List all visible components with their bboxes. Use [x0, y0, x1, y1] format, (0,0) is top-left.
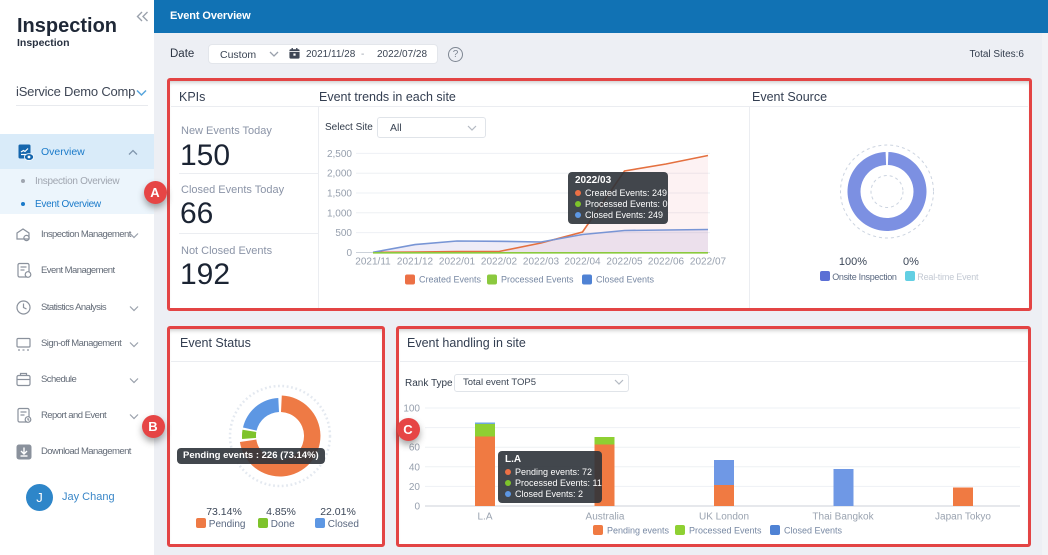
svg-text:2022/05: 2022/05	[606, 257, 643, 268]
svg-text:Thai Bangkok: Thai Bangkok	[812, 512, 874, 523]
svg-text:2022/01: 2022/01	[439, 257, 476, 268]
svg-text:Japan Tokyo: Japan Tokyo	[935, 512, 991, 523]
svg-text:20: 20	[409, 482, 421, 493]
svg-text:60: 60	[409, 443, 421, 454]
svg-text:Processed Events: Processed Events	[689, 526, 762, 536]
svg-text:2021/12: 2021/12	[397, 257, 434, 268]
svg-text:40: 40	[409, 462, 421, 473]
svg-text:2022/06: 2022/06	[648, 257, 685, 268]
svg-text:Created Events: Created Events	[419, 275, 482, 285]
svg-text:L.A: L.A	[477, 512, 492, 523]
svg-text:Pending events: Pending events	[607, 526, 670, 536]
svg-text:UK London: UK London	[699, 512, 749, 523]
svg-text:Australia: Australia	[586, 512, 625, 523]
svg-text:500: 500	[335, 228, 352, 239]
svg-text:1,500: 1,500	[327, 189, 352, 200]
svg-text:Processed Events: Processed Events	[501, 275, 574, 285]
svg-text:2021/11: 2021/11	[355, 257, 391, 268]
svg-text:2022/04: 2022/04	[564, 257, 601, 268]
svg-text:2022/07: 2022/07	[690, 257, 727, 268]
svg-text:0: 0	[414, 502, 420, 513]
svg-text:0: 0	[346, 248, 352, 259]
svg-text:2022/02: 2022/02	[481, 257, 518, 268]
svg-text:2022/03: 2022/03	[523, 257, 560, 268]
svg-text:1,000: 1,000	[327, 208, 352, 219]
svg-text:Closed Events: Closed Events	[596, 275, 655, 285]
svg-text:Closed Events: Closed Events	[784, 526, 843, 536]
svg-text:100: 100	[403, 404, 420, 415]
svg-text:2,500: 2,500	[327, 149, 352, 160]
svg-text:2,000: 2,000	[327, 169, 352, 180]
